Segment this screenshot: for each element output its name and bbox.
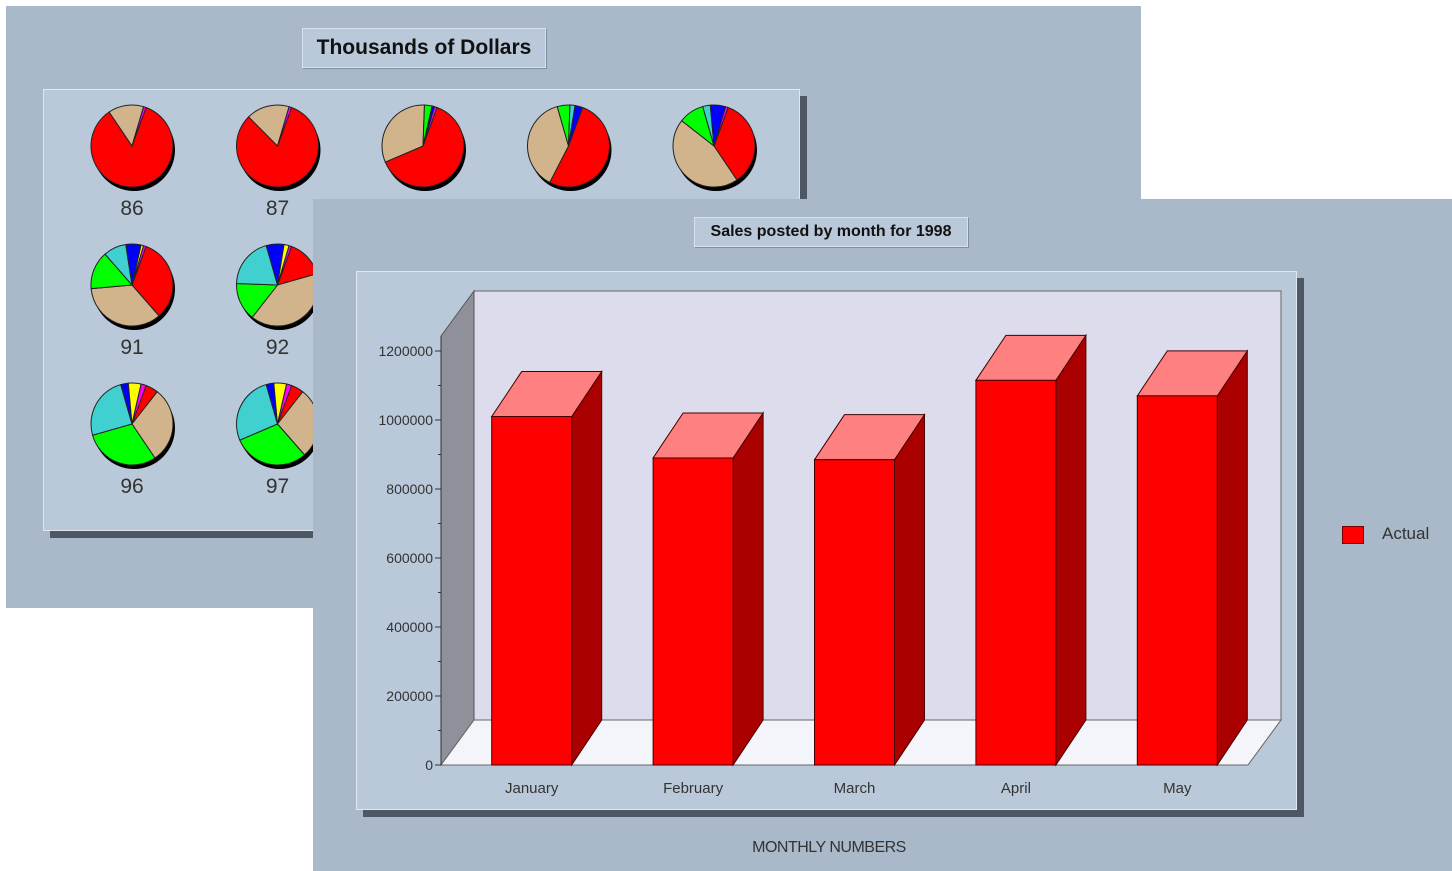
pie-slice (713, 106, 729, 147)
pie-slice (568, 104, 584, 147)
x-tick-label: May (1163, 780, 1192, 797)
pie-slice (422, 106, 438, 147)
pie-label: 87 (266, 197, 289, 220)
legend-label-actual: Actual (1382, 524, 1430, 543)
pie-label: 96 (120, 475, 143, 498)
pie-slice (91, 423, 156, 466)
bar-may (1136, 349, 1249, 767)
bar-chart-canvas: 0 200000 400000 600000 800000 1000000 1200000 J… (378, 289, 1282, 797)
x-tick-label: February (663, 780, 724, 797)
y-tick-label: 600000 (386, 550, 433, 566)
pie-slice (247, 104, 290, 147)
x-axis-label: MONTHLY NUMBERS (752, 839, 906, 856)
x-tick-label: January (505, 780, 559, 797)
pie-slice (236, 244, 279, 286)
x-tick-label: April (1001, 780, 1031, 797)
pie-87: 87 (236, 104, 321, 220)
pie-slice (277, 106, 293, 147)
y-tick-label: 400000 (386, 619, 433, 635)
pie-89: 89 (527, 104, 612, 220)
bar-front (975, 379, 1057, 766)
bar-chart-title: Sales posted by month for 1998 (694, 217, 968, 247)
pie-slice (131, 245, 174, 317)
bar-side (571, 369, 603, 767)
pie-chart-title: Thousands of Dollars (302, 28, 546, 68)
x-tick-label: March (834, 780, 876, 797)
y-tick-label: 1000000 (378, 412, 433, 428)
pie-label: 86 (120, 197, 143, 220)
pie-slice (713, 106, 756, 181)
bar-chart-panel: Sales posted by month for 1998 0 200000 40… (313, 199, 1452, 871)
pie-slice (236, 383, 279, 441)
pie-88: 88 (381, 104, 466, 220)
pie-slice (381, 104, 425, 163)
pie-slice (90, 284, 160, 327)
legend-swatch-actual (1342, 526, 1364, 544)
y-tick-label: 0 (425, 757, 433, 773)
pie-86: 86 (90, 104, 175, 220)
bar-front (652, 457, 734, 766)
pie-slice (239, 423, 306, 466)
bar-march (813, 413, 926, 767)
plot-side-wall (440, 289, 475, 767)
bar-side (732, 411, 764, 767)
pie-slice (131, 383, 147, 425)
y-tick-label: 1200000 (378, 343, 433, 359)
y-tick-label: 200000 (386, 688, 433, 704)
pie-slice (131, 245, 147, 286)
pie-slice (277, 383, 293, 425)
bar-side (1055, 333, 1087, 767)
bar-front (814, 459, 895, 766)
bar-side (1216, 349, 1248, 767)
y-tick-label: 800000 (386, 481, 433, 497)
bar-april (974, 333, 1087, 767)
pie-slice (236, 106, 319, 188)
pie-slice (549, 106, 610, 188)
pie-slice (527, 105, 570, 184)
pie-slice (384, 106, 465, 188)
bar-side (894, 413, 925, 767)
pie-slice (90, 383, 133, 436)
bar-chart-area: 0 200000 400000 600000 800000 1000000 1200000 J… (356, 271, 1297, 810)
pie-90: 90 (672, 104, 757, 220)
pie-slice (672, 120, 738, 188)
pie-slice (131, 391, 174, 459)
pie-slice (90, 106, 174, 188)
pie-97: 97 (236, 382, 321, 498)
bar-january (490, 369, 603, 767)
bar-february (652, 411, 765, 767)
pie-96: 96 (90, 382, 175, 498)
pie-label: 91 (120, 336, 143, 359)
pie-92: 92 (236, 243, 321, 359)
pie-slice (277, 245, 293, 286)
pie-slice (131, 106, 147, 147)
bar-front (491, 416, 573, 766)
pie-91: 91 (90, 243, 175, 359)
pie-label: 97 (266, 475, 289, 498)
pie-label: 92 (266, 336, 289, 359)
bar-front (1136, 395, 1218, 766)
